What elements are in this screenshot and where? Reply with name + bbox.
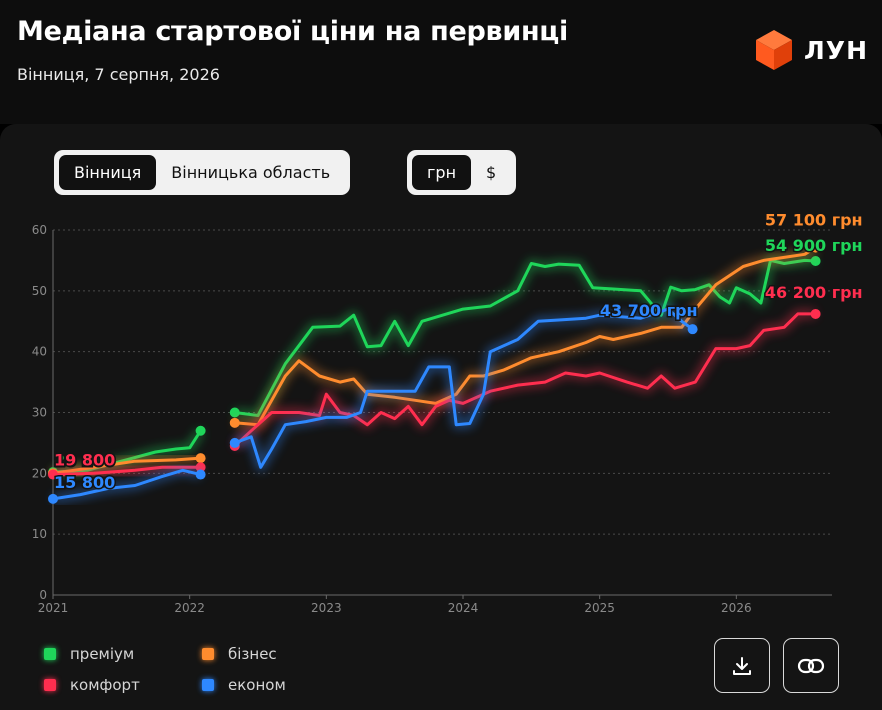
series-point xyxy=(48,493,58,504)
page-title: Медіана стартової ціни на первинці xyxy=(17,16,568,47)
x-tick-label: 2024 xyxy=(448,601,479,615)
x-tick-label: 2021 xyxy=(38,601,69,615)
series-end-label: 54 900 грн xyxy=(765,236,863,255)
y-tick-label: 50 xyxy=(32,284,47,298)
brand-logo[interactable]: ЛУН xyxy=(754,28,868,72)
x-tick-label: 2022 xyxy=(174,601,205,615)
y-tick-label: 60 xyxy=(32,223,47,237)
legend-swatch-comfort xyxy=(44,679,56,691)
series-line xyxy=(51,456,203,475)
series-line xyxy=(233,312,818,448)
series-point xyxy=(810,242,821,253)
line-chart: 0 10 20 30 40 50 60 2021 2022 2023 2024 2025 2026 54 … xyxy=(32,209,864,615)
region-option-city[interactable]: Вінниця xyxy=(59,155,157,190)
currency-toggle: грн $ xyxy=(407,150,517,195)
legend-label-comfort: комфорт xyxy=(70,676,140,694)
legend-item-business[interactable]: бізнес xyxy=(202,645,277,663)
series-start-label: 19 800 xyxy=(54,451,115,470)
series-point xyxy=(810,256,821,267)
series-end-label: 43 700 грн xyxy=(600,301,698,320)
y-tick-label: 0 xyxy=(39,588,47,602)
legend-label-business: бізнес xyxy=(228,645,277,663)
series-point xyxy=(229,437,240,448)
x-tick-label: 2025 xyxy=(584,601,615,615)
currency-option-usd[interactable]: $ xyxy=(486,163,497,182)
download-button[interactable] xyxy=(714,638,770,693)
legend-item-econom[interactable]: економ xyxy=(202,676,286,694)
legend-item-comfort[interactable]: комфорт xyxy=(44,676,140,694)
legend-label-econom: економ xyxy=(228,676,286,694)
series-point xyxy=(195,425,206,436)
region-toggle: Вінниця Вінницька область xyxy=(54,150,351,195)
brand-name: ЛУН xyxy=(804,35,868,65)
link-icon xyxy=(797,658,825,673)
region-option-oblast[interactable]: Вінницька область xyxy=(171,163,331,182)
download-icon xyxy=(733,656,751,675)
y-tick-label: 30 xyxy=(32,406,47,420)
y-tick-label: 20 xyxy=(32,466,47,480)
y-tick-label: 40 xyxy=(32,345,47,359)
legend-swatch-business xyxy=(202,648,214,660)
legend-label-premium: преміум xyxy=(70,645,135,663)
series-start-label: 20 200 xyxy=(54,451,115,470)
series-line xyxy=(51,465,203,477)
series-end-label: 57 100 грн xyxy=(765,211,863,230)
series-point xyxy=(229,407,240,418)
x-tick-label: 2023 xyxy=(311,601,342,615)
legend-swatch-premium xyxy=(44,648,56,660)
chart-card xyxy=(0,124,882,710)
y-tick-label: 10 xyxy=(32,527,47,541)
x-tick-label: 2026 xyxy=(721,601,752,615)
header-bar: Медіана стартової ціни на первинці Вінни… xyxy=(0,0,882,124)
series-point xyxy=(195,462,206,473)
series-line xyxy=(233,246,818,427)
series-line xyxy=(51,468,203,501)
series-point xyxy=(195,469,206,480)
series-line xyxy=(233,258,818,417)
series-start-label: 15 800 xyxy=(54,473,115,492)
cube-logo-icon xyxy=(756,30,793,70)
series-point xyxy=(48,469,58,480)
legend-swatch-econom xyxy=(202,679,214,691)
series-line xyxy=(233,307,695,469)
series-point xyxy=(687,324,698,335)
series-end-label: 46 200 грн xyxy=(765,283,863,302)
series-point xyxy=(810,308,821,319)
series-point xyxy=(229,417,240,428)
page-subtitle: Вінниця, 7 серпня, 2026 xyxy=(17,65,220,84)
currency-option-uah[interactable]: грн xyxy=(412,155,472,190)
copy-link-button[interactable] xyxy=(783,638,839,693)
series-point xyxy=(195,453,206,464)
legend-item-premium[interactable]: преміум xyxy=(44,645,134,663)
